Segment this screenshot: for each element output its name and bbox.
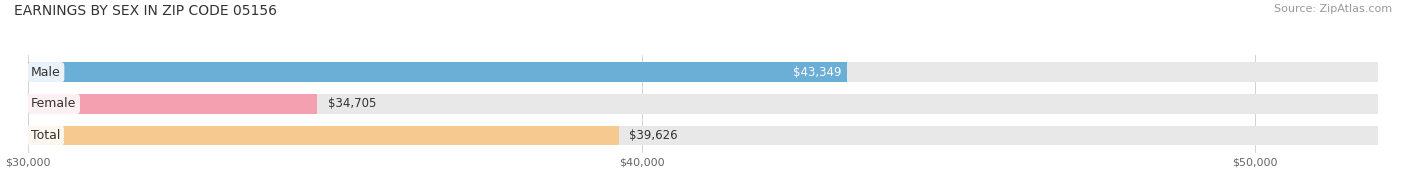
Text: $39,626: $39,626	[630, 129, 678, 142]
Text: Source: ZipAtlas.com: Source: ZipAtlas.com	[1274, 4, 1392, 14]
Bar	[28, 63, 1378, 82]
Text: Total: Total	[31, 129, 60, 142]
Text: Female: Female	[31, 97, 76, 110]
Text: Male: Male	[31, 66, 60, 79]
Bar	[28, 126, 619, 145]
Bar	[28, 94, 316, 114]
Text: $34,705: $34,705	[328, 97, 375, 110]
Bar	[28, 94, 1378, 114]
Text: $43,349: $43,349	[793, 66, 842, 79]
Bar	[28, 63, 848, 82]
Text: EARNINGS BY SEX IN ZIP CODE 05156: EARNINGS BY SEX IN ZIP CODE 05156	[14, 4, 277, 18]
Bar	[28, 126, 1378, 145]
